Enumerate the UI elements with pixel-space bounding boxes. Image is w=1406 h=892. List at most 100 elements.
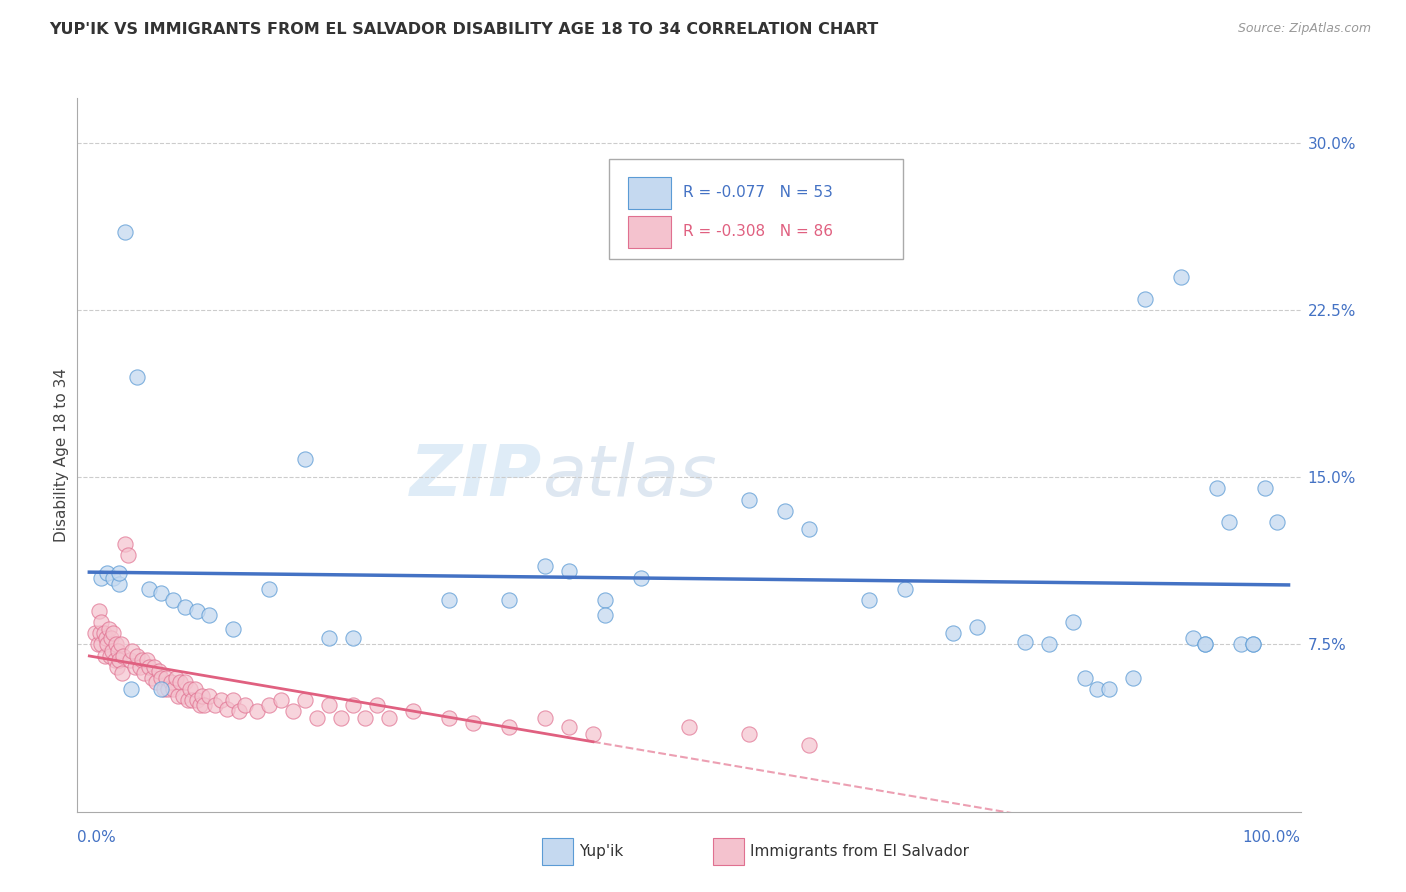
Point [138,660,160,674]
Point [437,711,460,725]
Text: 100.0%: 100.0% [1243,830,1301,845]
Point [222,622,245,636]
Point [270,693,292,707]
Point [1170,269,1192,284]
Bar [713,838,744,865]
Point [108,566,131,581]
Point [193,698,215,712]
Point [209,693,232,707]
Point [101,644,124,658]
Point [1241,637,1264,651]
Point [103,653,125,667]
Point [174,599,197,614]
Point [160,675,183,690]
Point [94,631,117,645]
Point [1241,637,1264,651]
Point [105,660,128,674]
FancyBboxPatch shape [609,159,903,259]
Point [114,537,136,551]
Point [294,693,316,707]
Text: ZIP: ZIP [411,442,543,511]
Point [630,571,652,585]
Point [87,637,110,651]
Point [162,681,184,696]
Point [1194,637,1216,651]
Point [1073,671,1095,685]
Point [773,503,796,517]
Point [172,689,194,703]
Point [1181,631,1204,645]
Text: Source: ZipAtlas.com: Source: ZipAtlas.com [1237,22,1371,36]
Point [96,566,118,581]
Bar [628,177,671,209]
Point [108,653,131,667]
Point [1194,637,1216,651]
Point [148,664,170,678]
Point [797,738,820,752]
Point [498,720,520,734]
Point [89,626,111,640]
Point [1085,681,1108,696]
Point [198,689,221,703]
Point [111,666,134,681]
Point [198,608,221,623]
Point [858,592,880,607]
Point [97,622,120,636]
Point [150,586,173,600]
Point [165,671,187,685]
Point [942,626,965,640]
Point [582,726,605,740]
Point [342,698,364,712]
Point [437,592,460,607]
Point [1218,515,1240,529]
Point [593,608,616,623]
Point [117,548,139,563]
Text: 0.0%: 0.0% [77,830,117,845]
Point [103,626,125,640]
Text: atlas: atlas [543,442,717,511]
Point [186,693,208,707]
Point [124,660,146,674]
Point [143,660,166,674]
Point [104,637,127,651]
Point [294,452,316,467]
Point [174,675,197,690]
Point [1122,671,1144,685]
Point [558,564,581,578]
Point [127,648,149,663]
Point [534,711,557,725]
Point [87,604,110,618]
Point [678,720,700,734]
Point [402,705,425,719]
Point [307,711,329,725]
Point [1133,292,1156,306]
Point [138,582,160,596]
Point [90,615,112,630]
Point [150,681,173,696]
Point [120,653,142,667]
Point [134,666,156,681]
Point [257,698,280,712]
Point [169,675,191,690]
Point [155,671,177,685]
Point [111,648,134,663]
Point [128,660,150,674]
Point [558,720,581,734]
Text: YUP'IK VS IMMIGRANTS FROM EL SALVADOR DISABILITY AGE 18 TO 34 CORRELATION CHART: YUP'IK VS IMMIGRANTS FROM EL SALVADOR DI… [49,22,879,37]
Text: R = -0.077   N = 53: R = -0.077 N = 53 [683,185,832,200]
Point [100,631,122,645]
Point [318,631,340,645]
Point [93,626,115,640]
Point [110,637,132,651]
Point [141,671,163,685]
Point [534,559,557,574]
Point [179,681,201,696]
Point [1038,637,1060,651]
Point [84,626,107,640]
Point [283,705,305,719]
Point [103,571,125,585]
Point [257,582,280,596]
Text: R = -0.308   N = 86: R = -0.308 N = 86 [683,224,832,239]
Point [98,648,121,663]
Point [191,689,214,703]
